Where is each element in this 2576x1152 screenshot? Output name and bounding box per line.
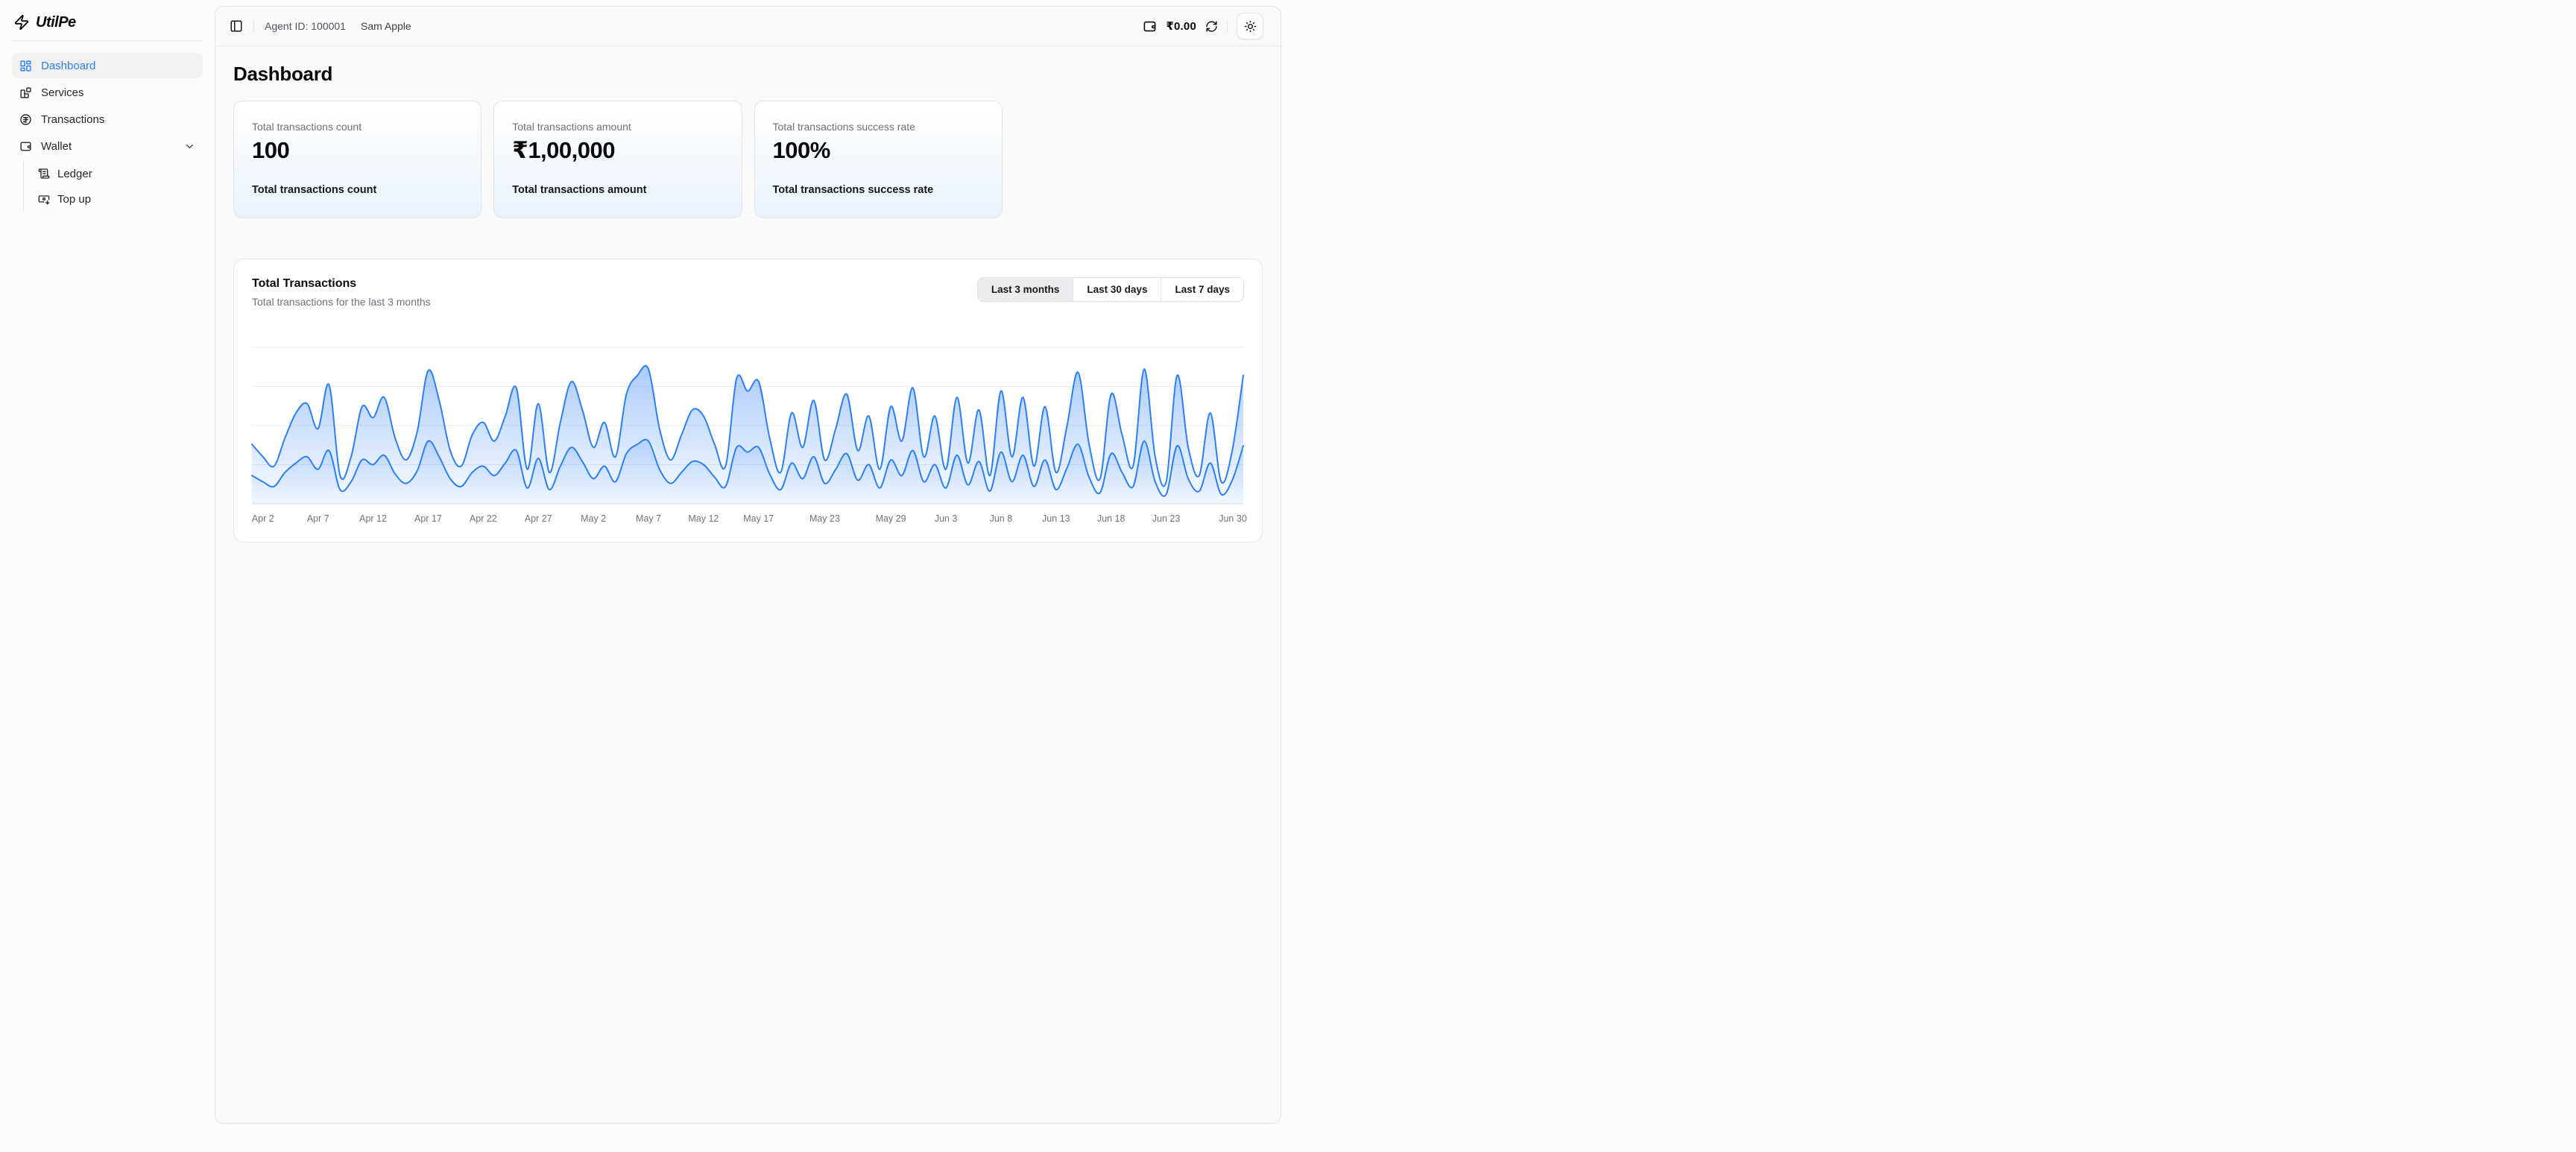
stat-footer: Total transactions amount <box>512 184 647 196</box>
sidebar-item-dashboard[interactable]: Dashboard <box>12 53 203 78</box>
zap-icon <box>13 14 30 31</box>
x-axis-tick: Apr 2 <box>252 513 274 524</box>
brand-logo: UtilPe <box>12 10 203 34</box>
chart-title: Total Transactions <box>252 277 357 290</box>
wallet-submenu: Ledger Top up <box>23 162 203 211</box>
brand-name: UtilPe <box>36 13 76 31</box>
agent-id-text: Agent ID: 100001 <box>265 20 346 32</box>
x-axis-tick: Apr 22 <box>470 513 497 524</box>
wallet-icon <box>19 140 32 153</box>
header-divider <box>253 20 254 32</box>
stat-label: Total transactions amount <box>512 121 631 133</box>
sidebar-item-label: Services <box>41 86 84 99</box>
blocks-icon <box>19 86 32 99</box>
header: Agent ID: 100001 Sam Apple ₹0.00 <box>215 7 1281 46</box>
stat-value: 100% <box>772 137 831 163</box>
x-axis-tick: May 12 <box>688 513 719 524</box>
refresh-balance-button[interactable] <box>1205 20 1218 33</box>
x-axis-tick: Jun 13 <box>1042 513 1070 524</box>
theme-toggle-button[interactable] <box>1237 13 1263 39</box>
transactions-chart-card: Total Transactions Total transactions fo… <box>233 259 1263 542</box>
sidebar-item-label: Dashboard <box>41 59 96 72</box>
chart-title-block: Total Transactions Total transactions fo… <box>252 277 431 308</box>
layout-dashboard-icon <box>19 60 32 72</box>
main-content-card: Agent ID: 100001 Sam Apple ₹0.00 Dashboa… <box>215 6 1281 1124</box>
stat-label: Total transactions count <box>252 121 362 133</box>
sidebar-item-transactions[interactable]: Transactions <box>12 107 203 132</box>
transactions-area-chart: Apr 2 Apr 7 Apr 12 Apr 17 Apr 22 Apr 27 May 2 M… <box>251 346 1247 524</box>
sidebar-item-top-up[interactable]: Top up <box>31 187 203 211</box>
tab-last-7-days[interactable]: Last 7 days <box>1161 278 1243 301</box>
stat-value: ₹1,00,000 <box>512 137 615 163</box>
chevron-down-icon <box>184 141 195 152</box>
tab-last-3-months[interactable]: Last 3 months <box>977 278 1074 301</box>
banknote-arrow-down-icon <box>38 193 50 205</box>
stat-card-success-rate: Total transactions success rate 100% Tot… <box>754 101 1003 218</box>
sidebar-item-label: Top up <box>57 192 92 206</box>
chart-subtitle: Total transactions for the last 3 months <box>252 296 431 308</box>
x-axis-tick: Apr 7 <box>307 513 329 524</box>
refresh-icon <box>1205 20 1218 33</box>
x-axis-tick: Apr 17 <box>414 513 442 524</box>
chart-range-tabs: Last 3 months Last 30 days Last 7 days <box>976 277 1244 302</box>
x-axis-tick: Jun 8 <box>990 513 1013 524</box>
user-name-text: Sam Apple <box>360 20 411 32</box>
wallet-balance: ₹0.00 <box>1166 20 1196 33</box>
x-axis-tick: May 29 <box>876 513 906 524</box>
x-axis-tick: Apr 12 <box>359 513 387 524</box>
x-axis-tick: Jun 3 <box>935 513 958 524</box>
x-axis-tick: Jun 18 <box>1097 513 1126 524</box>
x-axis-tick: Apr 27 <box>525 513 552 524</box>
x-axis-tick: May 17 <box>743 513 774 524</box>
dashboard-page: Dashboard Total transactions count 100 T… <box>215 46 1281 559</box>
sidebar-item-label: Wallet <box>41 139 72 153</box>
stat-footer: Total transactions count <box>252 184 377 196</box>
stat-label: Total transactions success rate <box>772 121 915 133</box>
sidebar-item-wallet[interactable]: Wallet <box>12 133 203 159</box>
sidebar-item-label: Transactions <box>41 113 105 126</box>
scroll-text-icon <box>38 168 50 180</box>
header-divider <box>1227 20 1228 32</box>
chart-canvas[interactable]: Apr 2 Apr 7 Apr 12 Apr 17 Apr 22 Apr 27 May 2 M… <box>251 339 1247 527</box>
sidebar-item-label: Ledger <box>57 167 92 180</box>
sidebar-item-ledger[interactable]: Ledger <box>31 162 203 186</box>
stat-card-transactions-count: Total transactions count 100 Total trans… <box>233 101 482 218</box>
stat-footer: Total transactions success rate <box>772 184 934 196</box>
stat-card-transactions-amount: Total transactions amount ₹1,00,000 Tota… <box>493 101 742 218</box>
x-axis-tick: Jun 30 <box>1219 513 1247 524</box>
page-title: Dashboard <box>233 63 333 85</box>
chart-header: Total Transactions Total transactions fo… <box>252 277 1244 308</box>
panel-left-icon <box>230 19 243 33</box>
sidebar-nav: Dashboard Services Transactions Wallet <box>12 53 203 211</box>
sun-icon <box>1244 20 1257 33</box>
wallet-icon <box>1143 19 1157 34</box>
stats-grid: Total transactions count 100 Total trans… <box>233 101 1263 218</box>
x-axis-tick: May 2 <box>581 513 606 524</box>
sidebar: UtilPe Dashboard Services Transactions <box>0 0 215 576</box>
header-right-cluster: ₹0.00 <box>1143 13 1263 39</box>
x-axis-tick: Jun 23 <box>1152 513 1181 524</box>
sidebar-divider <box>12 40 203 41</box>
x-axis-tick: May 7 <box>636 513 661 524</box>
badge-indian-rupee-icon <box>19 113 32 126</box>
sidebar-item-services[interactable]: Services <box>12 80 203 105</box>
stat-value: 100 <box>252 137 290 163</box>
x-axis-tick: May 23 <box>809 513 840 524</box>
sidebar-toggle-button[interactable] <box>230 19 243 33</box>
tab-last-30-days[interactable]: Last 30 days <box>1073 278 1162 301</box>
